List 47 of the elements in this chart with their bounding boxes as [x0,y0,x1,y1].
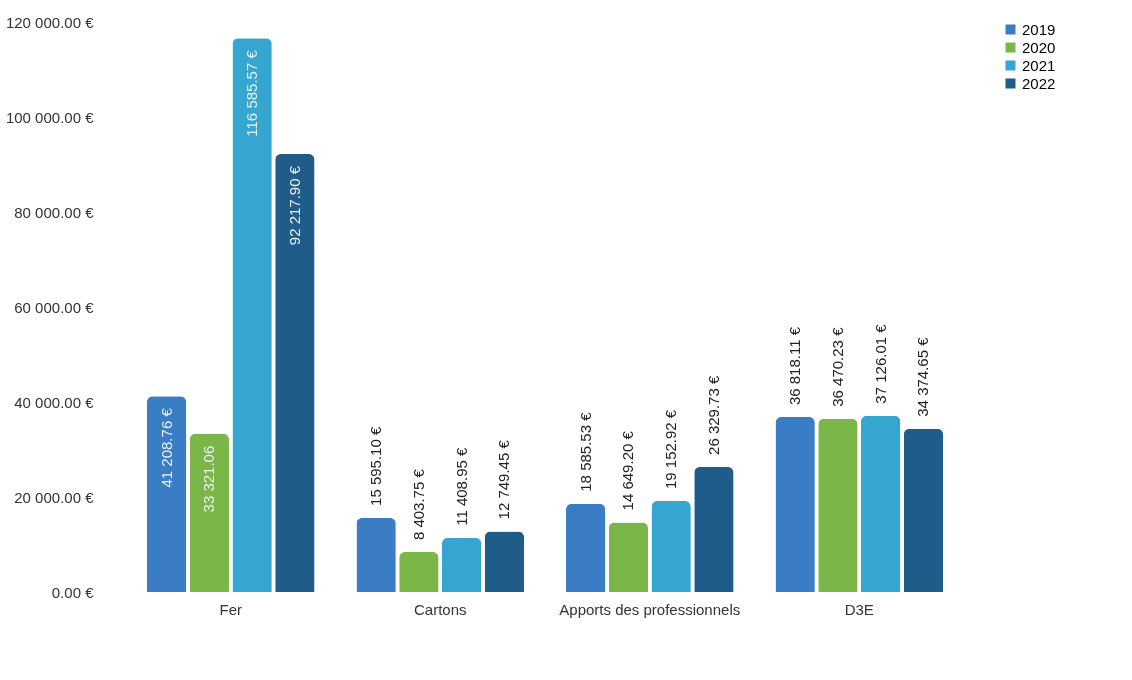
data-label: 18 585.53 € [576,411,594,492]
bar [861,415,901,592]
data-label: 8 403.75 € [409,468,427,541]
bar [694,466,734,592]
y-tick-label: 60 000.00 € [14,298,95,316]
bar [356,517,396,592]
data-label: 12 749.45 € [495,439,513,520]
data-label: 15 595.10 € [367,426,385,506]
bar [818,418,858,592]
data-label: 116 585.57 € [243,49,261,137]
bar [484,531,525,592]
legend-label: 2022 [1022,74,1056,92]
x-tick-label: Apports des professionnels [559,600,741,618]
legend-label: 2019 [1022,20,1056,38]
bar [232,38,272,592]
x-tick-label: Fer [219,600,242,618]
data-label: 92 217.90 € [285,165,303,246]
y-tick-label: 80 000.00 € [14,203,95,221]
data-label: 41 208.76 € [157,407,175,488]
bar [189,433,229,592]
bar [651,501,691,592]
data-label: 19 152.92 € [662,409,680,490]
y-tick-label: 40 000.00 € [14,393,95,411]
data-label: 11 408.95 € [452,447,470,526]
data-label: 36 470.23 € [828,326,846,407]
y-tick-label: 0.00 € [51,583,95,601]
x-tick-label: Cartons [413,600,467,618]
data-label: 36 818.11 € [786,326,804,406]
bar [608,522,649,592]
data-label: 37 126.01 € [871,323,889,404]
legend-label: 2020 [1022,38,1056,56]
legend-label: 2021 [1022,56,1056,74]
data-label: 33 321.06 [200,445,218,513]
bar [441,537,482,592]
data-label: 26 329.73 € [704,375,722,455]
bar [565,503,606,592]
bar [775,417,815,592]
x-tick-label: D3E [844,600,874,618]
y-tick-label: 20 000.00 € [14,488,95,506]
bar [399,552,439,592]
y-tick-label: 120 000.00 € [5,13,95,31]
data-label: 34 374.65 € [914,336,932,417]
data-label: 14 649.20 € [619,430,637,511]
bar [903,428,944,592]
bar [146,396,187,592]
y-tick-label: 100 000.00 € [5,108,95,126]
bar [275,153,315,592]
